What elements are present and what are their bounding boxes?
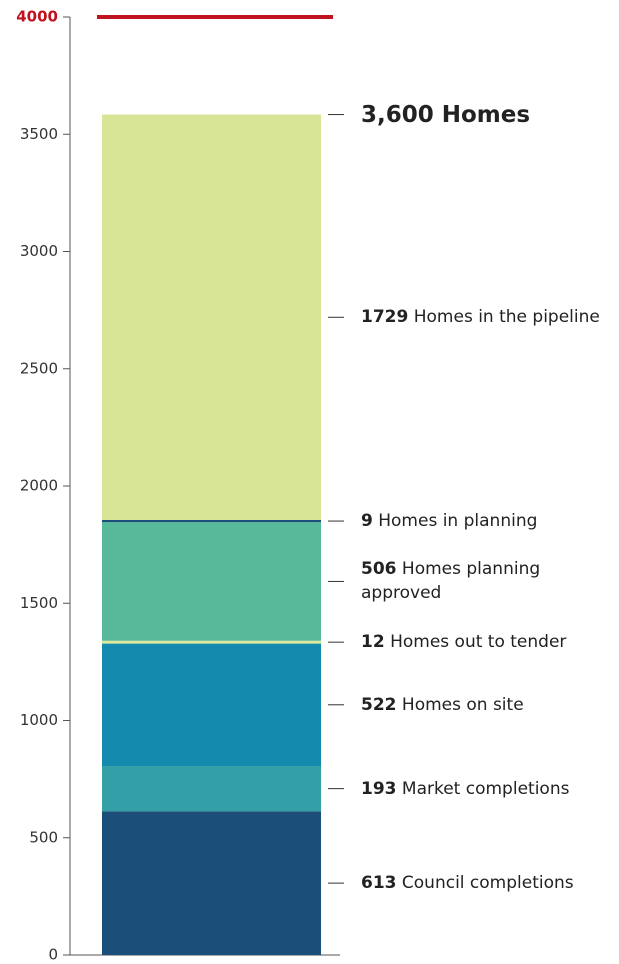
bar-segment: [102, 643, 321, 766]
y-tick-label: 2000: [20, 477, 58, 495]
y-tick-label: 2500: [20, 359, 58, 377]
bar-segment: [102, 811, 321, 955]
segment-name: Council completions: [401, 873, 574, 894]
y-tick-label: 3500: [20, 125, 58, 143]
segment-value: 613: [361, 873, 397, 894]
bar-segment: [102, 520, 321, 523]
y-tick-label: 500: [29, 828, 58, 846]
y-tick-label: 1500: [20, 594, 58, 612]
segment-label: 613 Council completions: [361, 871, 611, 895]
bar-segment: [102, 522, 321, 641]
segment-value: 193: [361, 778, 397, 799]
segment-label: 522 Homes on site: [361, 693, 611, 717]
y-tick-label: 0: [48, 946, 58, 964]
segment-name: Market completions: [401, 778, 570, 799]
segment-label: 1729 Homes in the pipeline: [361, 305, 611, 329]
segment-value: 9: [361, 511, 373, 532]
y-tick-label: 4000: [16, 8, 58, 26]
segment-label: 506 Homes planning approved: [361, 557, 611, 605]
segment-name: Homes in planning: [378, 511, 538, 532]
bar-segment: [102, 765, 321, 812]
segment-value: 12: [361, 632, 385, 653]
segment-label: 12 Homes out to tender: [361, 630, 611, 654]
y-tick-label: 3000: [20, 242, 58, 260]
segment-value: 506: [361, 559, 397, 580]
segment-label: 9 Homes in planning: [361, 509, 611, 533]
segment-name: Homes out to tender: [390, 632, 567, 653]
bar-segment: [102, 114, 321, 521]
y-tick-label: 1000: [20, 711, 58, 729]
segment-name: Homes on site: [401, 694, 524, 715]
total-label: 3,600 Homes: [361, 101, 531, 128]
segment-value: 1729: [361, 307, 409, 328]
segment-value: 522: [361, 694, 397, 715]
segment-name: Homes planning approved: [361, 559, 541, 604]
segment-name: Homes in the pipeline: [413, 307, 600, 328]
bar-segment: [102, 640, 321, 644]
segment-label: 193 Market completions: [361, 777, 611, 801]
